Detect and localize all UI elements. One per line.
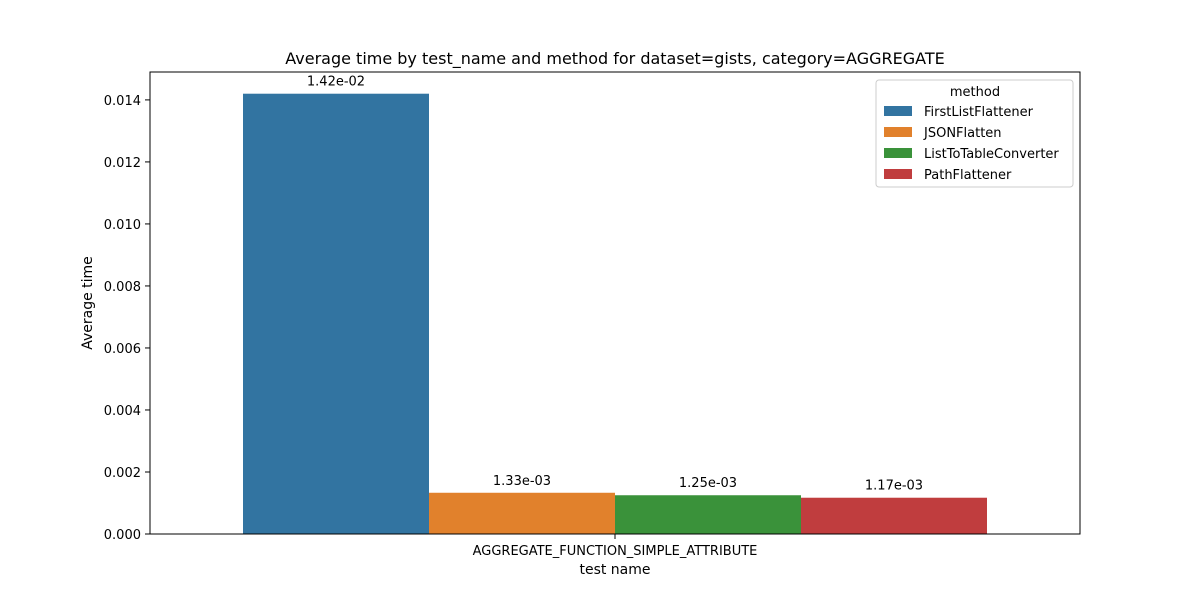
y-tick-label: 0.000 (104, 528, 141, 543)
legend-label: PathFlattener (924, 168, 1012, 183)
legend-label: JSONFlatten (923, 126, 1002, 141)
bar-firstlistflattener (243, 93, 429, 534)
legend-swatch (884, 169, 912, 179)
bar-value-label: 1.42e-02 (307, 75, 365, 90)
legend-label: ListToTableConverter (924, 147, 1059, 162)
bar-listtotableconverter (615, 495, 801, 534)
legend-item: ListToTableConverter (884, 147, 1059, 162)
bar-jsonflatten (429, 492, 615, 534)
legend-swatch (884, 106, 912, 116)
chart-title: Average time by test_name and method for… (285, 49, 944, 69)
bar-value-label: 1.25e-03 (679, 476, 737, 491)
bar-value-label: 1.17e-03 (865, 479, 923, 494)
legend-swatch (884, 127, 912, 137)
y-axis-label: Average time (80, 256, 96, 350)
y-tick-label: 0.012 (104, 156, 141, 171)
bar-pathflattener (801, 497, 987, 534)
y-tick-label: 0.004 (104, 404, 141, 419)
x-tick-label: AGGREGATE_FUNCTION_SIMPLE_ATTRIBUTE (473, 544, 758, 559)
legend-swatch (884, 148, 912, 158)
y-tick-label: 0.008 (104, 280, 141, 295)
legend-title: method (950, 85, 1000, 100)
legend-box (875, 79, 1074, 188)
bar-value-label: 1.33e-03 (493, 474, 551, 489)
y-tick-label: 0.010 (104, 218, 141, 233)
plot-frame (149, 71, 1081, 535)
legend-item: FirstListFlattener (884, 105, 1034, 120)
bars-group (243, 93, 987, 534)
bar-labels-group: 1.42e-02 1.33e-03 1.25e-03 1.17e-03 (307, 75, 923, 494)
x-axis-label: test name (579, 562, 650, 578)
legend-item: PathFlattener (884, 168, 1012, 183)
x-axis: AGGREGATE_FUNCTION_SIMPLE_ATTRIBUTE (473, 534, 758, 559)
y-tick-label: 0.014 (104, 94, 141, 109)
y-tick-label: 0.002 (104, 466, 141, 481)
y-tick-label: 0.006 (104, 342, 141, 357)
legend-label: FirstListFlattener (924, 105, 1034, 120)
legend: method FirstListFlattener JSONFlatten List… (875, 79, 1074, 188)
y-axis: 0.000 0.002 0.004 0.006 0.008 0.010 0.012 0.014 (104, 94, 150, 543)
legend-item: JSONFlatten (884, 126, 1002, 141)
